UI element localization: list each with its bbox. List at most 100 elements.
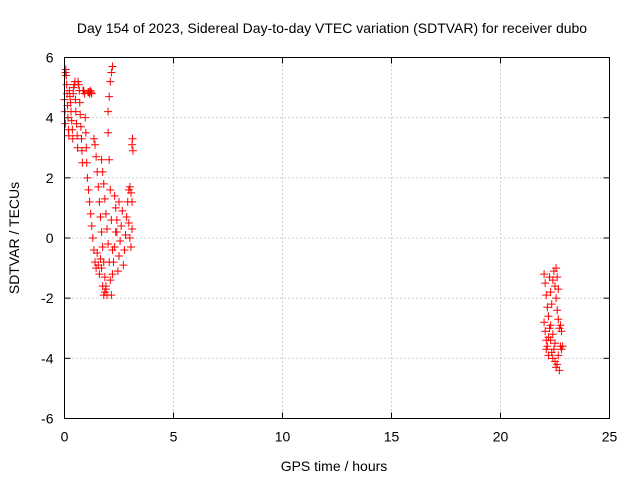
data-point <box>115 252 123 261</box>
data-point <box>81 113 90 122</box>
data-point <box>544 312 553 321</box>
data-point <box>546 336 555 345</box>
data-point <box>106 185 115 194</box>
data-point <box>126 188 135 197</box>
data-point <box>558 342 567 351</box>
data-point <box>107 291 116 300</box>
data-point <box>84 185 93 194</box>
data-point <box>113 267 122 276</box>
data-point <box>546 288 555 297</box>
data-point <box>104 107 113 116</box>
data-point <box>87 88 96 97</box>
x-tick-labels: 0 5 10 15 20 25 <box>61 429 618 445</box>
data-point <box>554 351 563 360</box>
data-point <box>115 197 123 206</box>
data-point <box>72 119 81 128</box>
data-point <box>71 107 80 116</box>
data-point <box>108 62 117 71</box>
data-point <box>77 146 86 155</box>
data-point <box>77 134 86 143</box>
data-point <box>543 303 552 312</box>
data-point <box>546 321 555 330</box>
data-point <box>67 116 76 125</box>
data-point <box>540 318 549 327</box>
data-point <box>117 221 126 230</box>
data-point <box>74 80 83 89</box>
data-point <box>83 173 92 182</box>
data-point <box>555 366 564 375</box>
data-point <box>125 234 134 242</box>
data-point <box>554 285 563 294</box>
data-point <box>91 140 100 149</box>
data-point <box>547 300 556 309</box>
data-point <box>104 128 113 137</box>
data-point <box>112 215 121 224</box>
data-point <box>554 315 563 324</box>
data-point <box>557 327 566 336</box>
data-point <box>122 212 131 221</box>
data-point <box>87 221 96 230</box>
data-point <box>542 345 551 354</box>
y-axis-label: SDTVAR / TECUs <box>6 182 22 294</box>
data-point <box>540 270 549 279</box>
data-point <box>94 182 103 191</box>
data-point <box>96 255 105 264</box>
data-point <box>541 327 550 336</box>
x-tick-label: 0 <box>61 429 69 445</box>
data-point <box>105 92 114 101</box>
data-point <box>121 230 130 239</box>
data-point <box>76 110 85 119</box>
y-tick-labels: -6 -4 -2 0 2 4 6 <box>41 50 54 427</box>
data-point <box>541 279 550 288</box>
data-point <box>118 206 127 215</box>
grid <box>64 57 610 419</box>
data-point <box>82 158 91 167</box>
data-point <box>62 71 71 80</box>
data-point <box>544 351 553 360</box>
data-point <box>112 227 121 236</box>
data-point <box>553 360 562 369</box>
data-point <box>73 143 82 152</box>
data-point <box>100 194 109 203</box>
data-point <box>110 191 119 200</box>
data-point <box>61 119 70 128</box>
x-axis-label: GPS time / hours <box>281 458 388 474</box>
data-point <box>103 224 112 233</box>
data-point <box>93 249 102 258</box>
data-point <box>553 273 562 282</box>
y-tick-label: -2 <box>41 290 54 306</box>
data-point <box>98 167 107 176</box>
data-points <box>60 62 567 375</box>
data-point <box>128 224 137 233</box>
data-point <box>88 234 97 242</box>
data-point <box>552 264 561 273</box>
data-point <box>548 330 557 339</box>
data-point <box>552 294 561 303</box>
data-point <box>120 246 129 255</box>
data-point <box>111 203 120 212</box>
x-tick-label: 5 <box>170 429 178 445</box>
data-point <box>96 212 105 221</box>
data-point <box>95 197 104 206</box>
data-point <box>81 128 90 137</box>
chart-title: Day 154 of 2023, Sidereal Day-to-day VTE… <box>77 20 587 36</box>
data-point <box>100 288 109 297</box>
data-point <box>85 197 94 206</box>
y-tick-label: -4 <box>41 350 54 366</box>
data-point <box>556 321 565 330</box>
data-point <box>553 306 562 315</box>
data-point <box>548 276 557 285</box>
data-point <box>101 209 110 218</box>
data-point <box>128 134 137 143</box>
data-point <box>95 270 104 279</box>
y-tick-label: 0 <box>46 230 54 246</box>
data-point <box>549 345 558 354</box>
plot-frame <box>64 57 610 419</box>
data-point <box>66 98 75 107</box>
data-point <box>82 143 91 152</box>
data-point <box>97 264 106 273</box>
data-point <box>97 227 106 236</box>
data-point <box>110 243 119 252</box>
data-point <box>97 155 106 164</box>
